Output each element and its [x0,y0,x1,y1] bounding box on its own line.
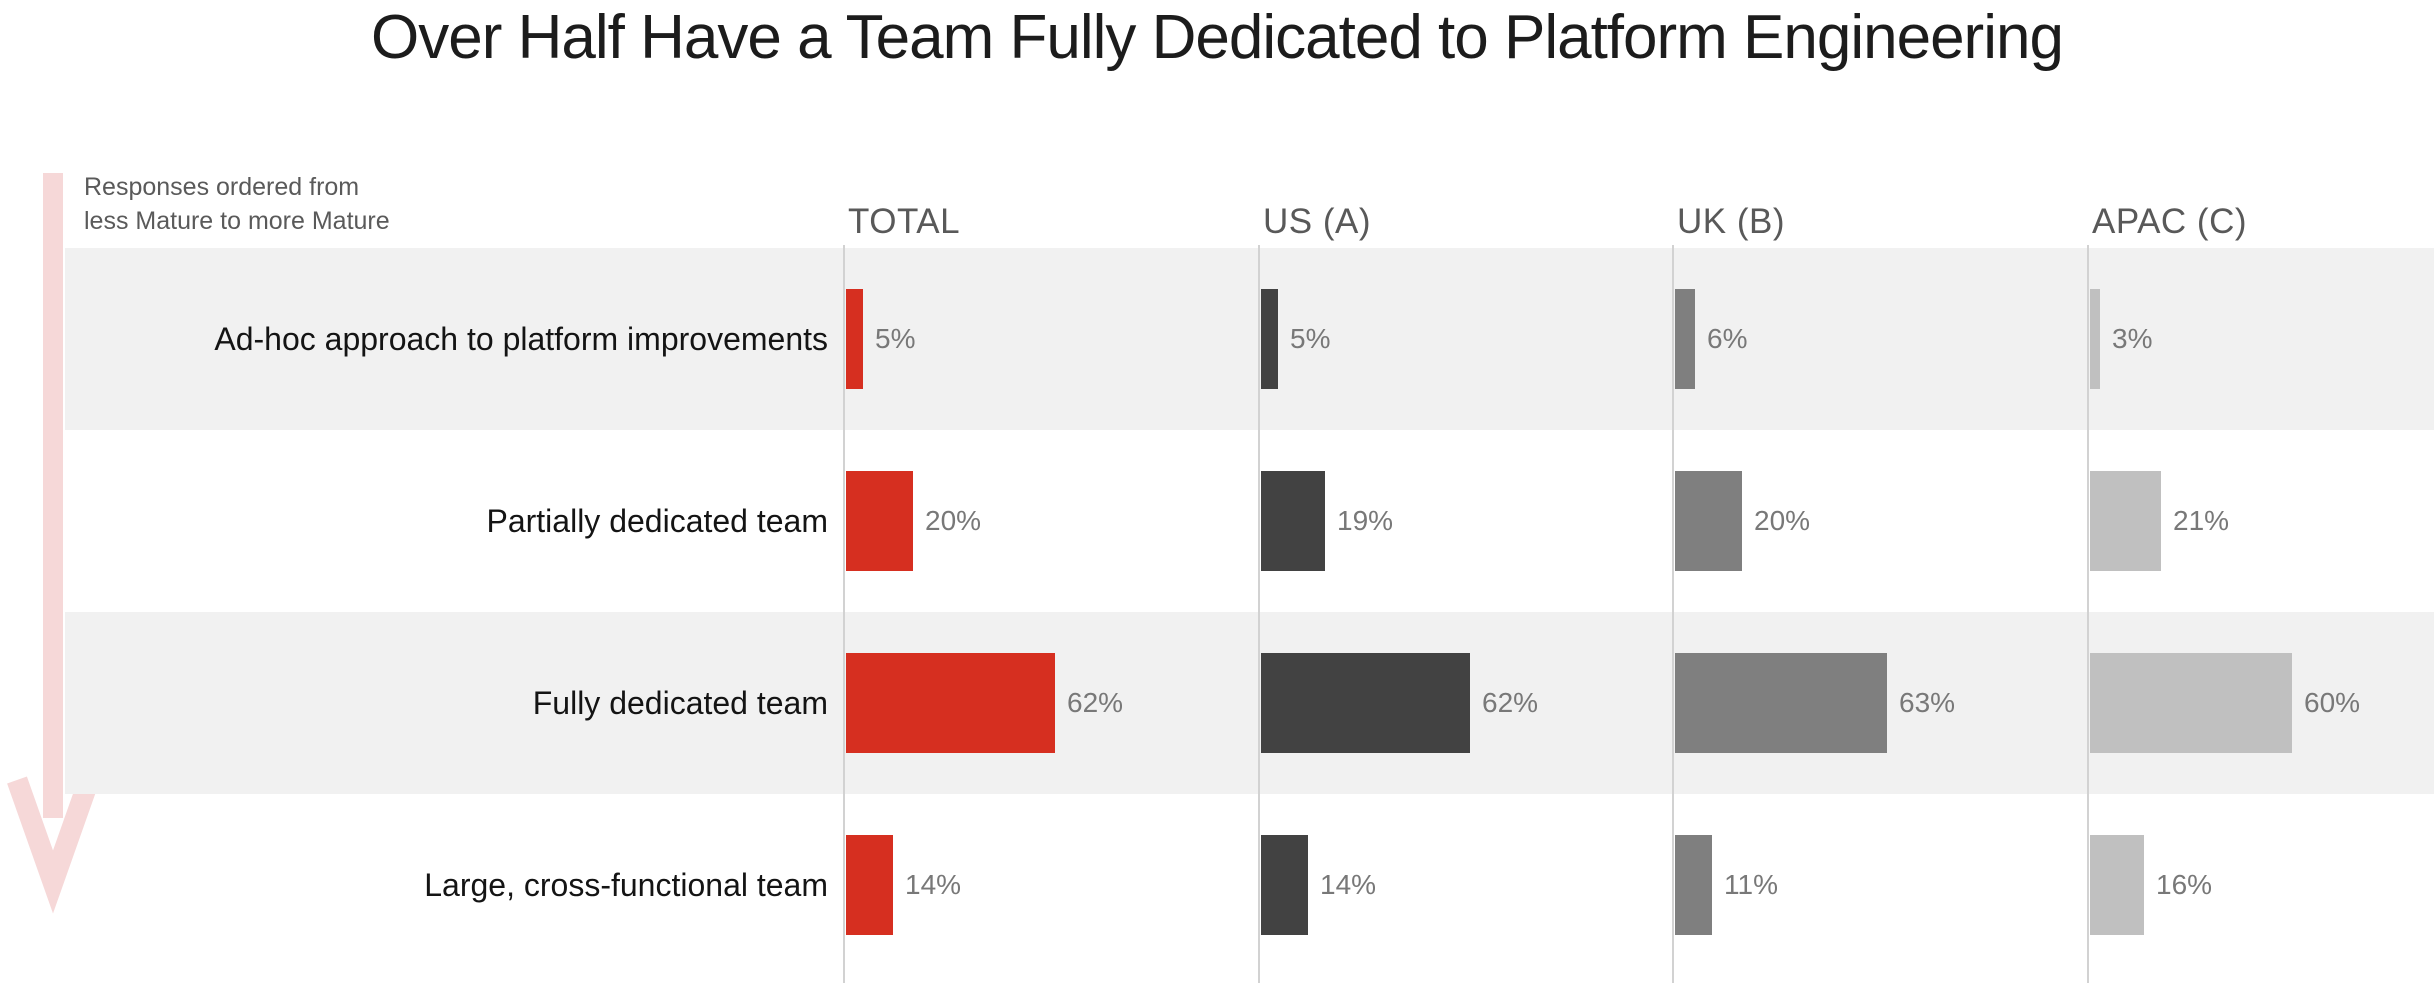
data-bar [2090,471,2161,571]
data-bar [846,289,863,389]
data-bar [1675,653,1887,753]
value-label: 20% [925,505,982,536]
maturity-arrow-icon [7,173,99,914]
value-label: 14% [1320,869,1377,900]
data-bar [1261,289,1278,389]
data-bar [2090,289,2100,389]
value-label: 63% [1899,687,1956,718]
data-bar [846,835,893,935]
value-label: 62% [1067,687,1124,718]
data-bar [1675,289,1695,389]
data-bar [846,471,913,571]
column-baseline-gridline [1258,245,1260,983]
data-bar [1675,835,1712,935]
data-bar [1261,653,1470,753]
value-label: 6% [1707,323,1748,354]
data-bar [1675,471,1742,571]
column-header: US (A) [1263,202,1371,241]
category-label: Large, cross-functional team [424,866,828,903]
data-bar [1261,471,1325,571]
column-header: UK (B) [1677,202,1785,241]
value-label: 62% [1482,687,1539,718]
value-label: 19% [1337,505,1394,536]
data-bar [1261,835,1308,935]
column-header: APAC (C) [2092,202,2248,241]
column-baseline-gridline [1672,245,1674,983]
value-label: 5% [875,323,916,354]
data-bar [2090,653,2292,753]
column-baseline-gridline [843,245,845,983]
value-label: 20% [1754,505,1811,536]
value-label: 16% [2156,869,2213,900]
annotation-line-2: less Mature to more Mature [84,207,390,235]
row-band [65,248,2434,430]
row-band [65,612,2434,794]
value-label: 11% [1724,869,1778,900]
maturity-annotation: Responses ordered from less Mature to mo… [84,170,390,238]
value-label: 14% [905,869,962,900]
data-bar [2090,835,2144,935]
value-label: 5% [1290,323,1331,354]
arrow-head [7,776,99,914]
value-label: 3% [2112,323,2153,354]
column-baseline-gridline [2087,245,2089,983]
arrow-shaft [43,173,63,818]
category-label: Partially dedicated team [486,502,828,539]
category-label: Fully dedicated team [532,684,828,721]
annotation-line-1: Responses ordered from [84,173,360,201]
value-label: 21% [2173,505,2230,536]
chart-title: Over Half Have a Team Fully Dedicated to… [371,3,2064,72]
value-label: 60% [2304,687,2361,718]
column-header: TOTAL [848,202,961,241]
data-bar [846,653,1055,753]
category-label: Ad-hoc approach to platform improvements [214,320,828,357]
